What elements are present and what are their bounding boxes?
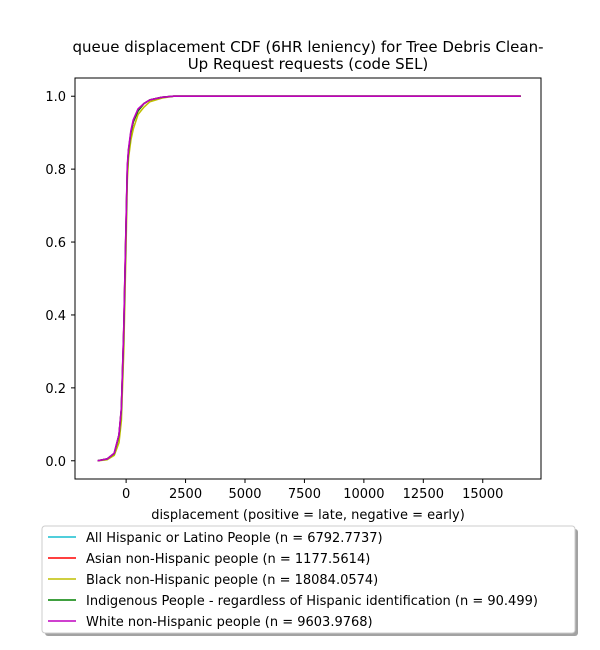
x-tick-label-6: 15000 <box>462 487 503 502</box>
plot-area <box>97 95 521 462</box>
y-tick-label-2: 0.4 <box>45 309 66 324</box>
y-axis: 0.0 0.2 0.4 0.6 0.8 1.0 <box>45 90 75 470</box>
legend-label-3: Indigenous People - regardless of Hispan… <box>86 594 538 609</box>
x-tick-label-4: 10000 <box>343 487 384 502</box>
x-tick-label-5: 12500 <box>403 487 444 502</box>
y-tick-label-3: 0.6 <box>45 236 66 251</box>
legend-box <box>41 525 576 634</box>
x-tick-label-3: 7500 <box>288 487 321 502</box>
legend: All Hispanic or Latino People (n = 6792.… <box>41 525 578 636</box>
y-tick-label-5: 1.0 <box>45 90 66 105</box>
chart-title-line-1: queue displacement CDF (6HR leniency) fo… <box>72 38 543 56</box>
chart-title-line-2: Up Request requests (code SEL) <box>188 55 429 73</box>
x-tick-label-0: 0 <box>122 487 130 502</box>
x-tick-label-2: 5000 <box>228 487 261 502</box>
y-tick-label-1: 0.2 <box>45 382 66 397</box>
x-axis: 0 2500 5000 7500 10000 12500 15000 <box>122 479 503 502</box>
legend-label-2: Black non-Hispanic people (n = 18084.057… <box>86 573 378 588</box>
y-tick-label-4: 0.8 <box>45 163 66 178</box>
x-axis-label: displacement (positive = late, negative … <box>151 508 465 523</box>
legend-label-4: White non-Hispanic people (n = 9603.9768… <box>86 615 373 630</box>
legend-label-1: Asian non-Hispanic people (n = 1177.5614… <box>86 552 370 567</box>
x-tick-label-1: 2500 <box>169 487 202 502</box>
plot-frame <box>74 77 542 480</box>
legend-label-0: All Hispanic or Latino People (n = 6792.… <box>86 531 383 546</box>
y-tick-label-0: 0.0 <box>45 455 66 470</box>
series-line-4 <box>97 95 521 462</box>
legend-items: All Hispanic or Latino People (n = 6792.… <box>48 531 538 630</box>
